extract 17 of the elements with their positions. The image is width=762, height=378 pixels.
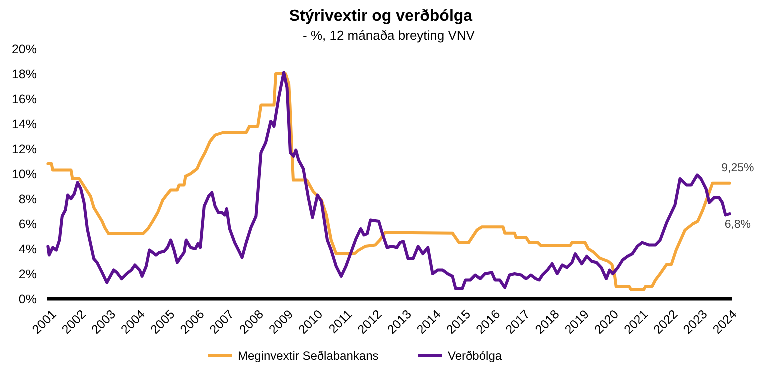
y-tick-label: 4% [18,242,37,256]
y-tick-label: 8% [18,192,37,206]
chart-subtitle: - %, 12 mánaða breyting VNV [303,28,476,43]
annotation: 9,25% [722,162,754,174]
y-tick-label: 6% [18,217,37,232]
y-tick-label: 10% [12,167,37,182]
y-tick-label: 2% [18,267,37,282]
y-tick-label: 0% [18,292,37,306]
legend-label: Verðbólga [448,349,502,364]
y-tick-label: 20% [12,42,37,56]
y-tick-label: 12% [12,142,37,156]
y-tick-label: 18% [12,67,37,82]
y-tick-label: 16% [12,92,37,106]
annotation: 6,8% [724,219,752,231]
chart-title: Stýrivextir og verðbólga [289,8,473,25]
legend-label: Meginvextir Seðlabankans [238,349,379,364]
y-tick-label: 14% [12,117,37,132]
